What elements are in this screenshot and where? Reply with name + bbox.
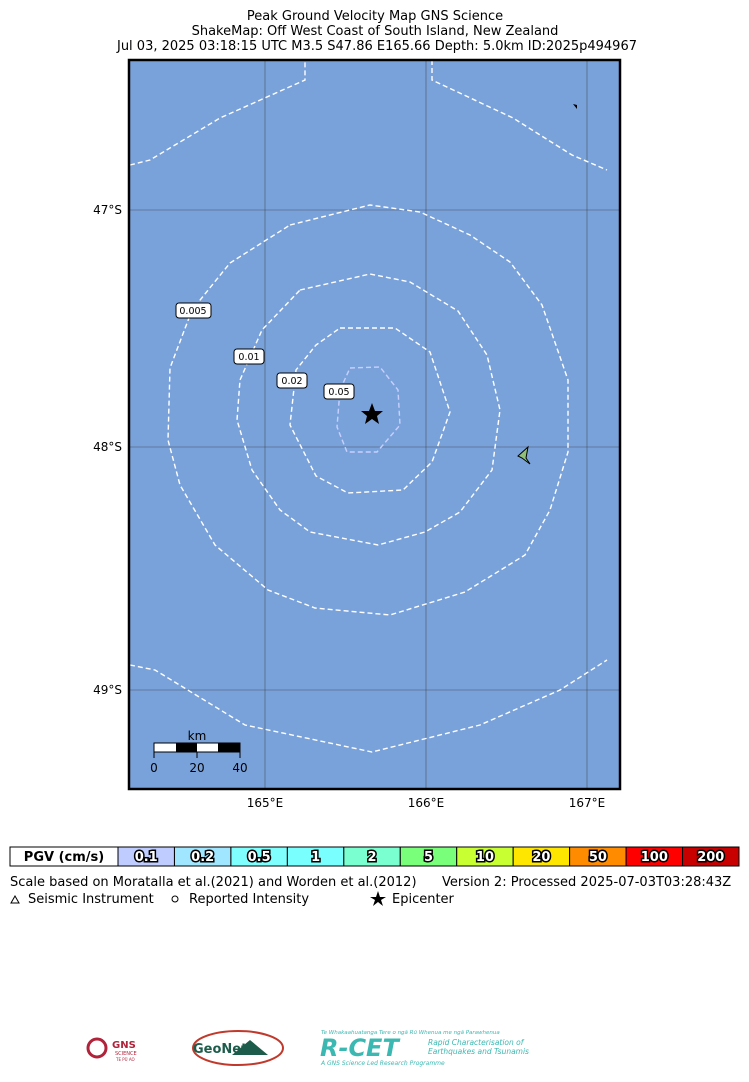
rcet-maori: Te Whakaahuatanga Tere o ngā Rū Whenua m… <box>321 1030 500 1036</box>
contour <box>129 60 306 166</box>
epicenter-marker <box>361 403 383 424</box>
seismic-icon <box>10 894 20 904</box>
island <box>517 445 531 465</box>
legend-label: 5 <box>424 850 433 865</box>
legend-label: 2 <box>368 850 377 865</box>
version: Version 2: Processed 2025-07-03T03:28:43… <box>442 875 731 890</box>
ocean <box>129 60 620 789</box>
scale-unit: km <box>188 729 207 743</box>
lon-label: 165°E <box>247 796 284 810</box>
geonet-logo: GeoNet <box>193 1042 247 1057</box>
rcet-line: Earthquakes and Tsunamis <box>428 1047 529 1056</box>
legend-label: 10 <box>476 850 494 865</box>
rcet-sub: A GNS Science Led Research Programme <box>320 1060 445 1067</box>
seismic-legend: Seismic Instrument <box>28 892 154 907</box>
scale-label: 20 <box>189 761 204 775</box>
contour-label: 0.02 <box>281 376 302 387</box>
legend-label: 20 <box>532 850 550 865</box>
map-frame <box>127 58 622 791</box>
contour-label: 0.05 <box>328 387 349 398</box>
lon-label: 166°E <box>408 796 445 810</box>
rcet-logo: R-CET <box>320 1034 400 1062</box>
scale-bar: km 0 20 40 <box>150 729 247 775</box>
legend-label: 200 <box>697 850 724 865</box>
scale-label: 40 <box>232 761 247 775</box>
reported-legend: Reported Intensity <box>189 892 309 907</box>
contours <box>129 60 608 753</box>
island <box>573 104 577 109</box>
legend-label: 0.5 <box>248 850 271 865</box>
lon-label: 167°E <box>569 796 606 810</box>
lat-label: 47°S <box>93 203 122 217</box>
scale-note: Scale based on Moratalla et al.(2021) an… <box>10 875 417 890</box>
epicenter-legend: Epicenter <box>392 892 455 907</box>
gns-logo: GNS <box>112 1040 136 1051</box>
contour-label: 0.01 <box>238 352 259 363</box>
pgv-legend: PGV (cm/s) 0.1 0.2 0.5 1 2 5 10 20 50 100 200 <box>9 846 740 867</box>
contour <box>167 204 569 616</box>
title: Peak Ground Velocity Map GNS Science <box>247 9 503 24</box>
legend-swatch <box>682 846 740 867</box>
gns-logo-maori: TE PŪ AO <box>115 1057 135 1062</box>
event-info: Jul 03, 2025 03:18:15 UTC M3.5 S47.86 E1… <box>116 39 637 54</box>
geonet-mountain <box>232 1040 268 1055</box>
region: ShakeMap: Off West Coast of South Island… <box>192 24 559 39</box>
legend-title: PGV (cm/s) <box>24 850 104 865</box>
contour <box>289 327 451 494</box>
contour-labels: 0.005 0.01 0.02 0.05 <box>175 302 355 400</box>
contour <box>336 366 401 453</box>
logos: GNS SCIENCE TE PŪ AO GeoNet Te Whakaahua… <box>86 1030 529 1067</box>
legend-label: 100 <box>641 850 668 865</box>
epicenter-icon <box>370 891 386 906</box>
legend-label: 0.2 <box>191 850 214 865</box>
rcet-line: Rapid Characterisation of <box>428 1038 525 1047</box>
geonet-ring <box>192 1030 284 1066</box>
lat-label: 49°S <box>93 683 122 697</box>
lat-label: 48°S <box>93 440 122 454</box>
legend-label: 1 <box>311 850 320 865</box>
reported-icon <box>171 895 179 903</box>
contour <box>129 659 608 753</box>
legend-label: 50 <box>589 850 607 865</box>
graticule <box>129 60 620 789</box>
legend-label: 0.1 <box>135 850 158 865</box>
contour-label: 0.005 <box>179 306 206 317</box>
scale-label: 0 <box>150 761 158 775</box>
gns-logo-mark <box>86 1037 108 1059</box>
gns-logo-sub: SCIENCE <box>115 1051 137 1057</box>
